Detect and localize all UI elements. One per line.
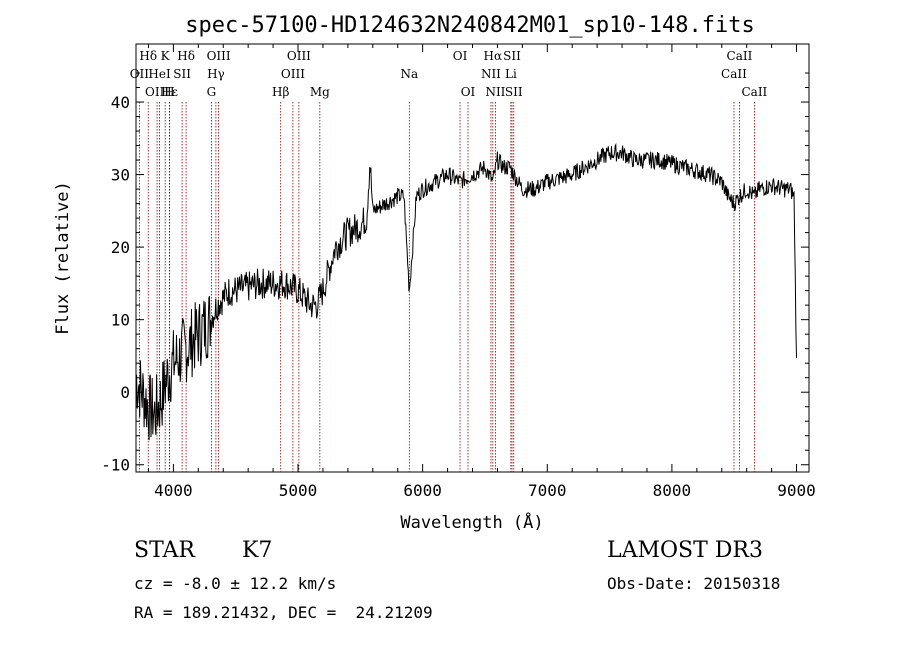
line-label: OIII [281,67,305,81]
line-label: OIII [145,85,169,99]
line-label: Li [505,67,517,81]
y-tick-label: 30 [111,166,130,185]
line-label: SII [505,85,523,99]
x-tick-label: 7000 [528,481,567,500]
plot-frame [135,43,810,473]
emission-line-labels: Hδ OII OIII HeI K Hε SII H Hδ OIII Hγ G Hβ OIII OIII Mg… [130,49,768,99]
y-tick-label: -10 [101,456,130,475]
y-axis-label: Flux (relative) [53,181,73,335]
x-axis-label: Wavelength (Å) [400,511,543,533]
line-label: Hγ [207,67,225,81]
spectrum-chart: spec-57100-HD124632N240842M01_sp10-148.f… [53,13,816,533]
line-label: OIII [207,49,231,63]
line-label: SII [503,49,521,63]
x-tick-label: 6000 [403,481,442,500]
line-label: Na [400,67,418,81]
line-label: CaII [721,67,747,81]
line-label: SII [173,67,191,81]
y-tick-label: 20 [111,238,130,257]
chart-title: spec-57100-HD124632N240842M01_sp10-148.f… [185,13,755,38]
line-label: CaII [741,85,767,99]
line-label: CaII [727,49,753,63]
y-tick-label: 0 [120,383,130,402]
redshift-cz: cz = -8.0 ± 12.2 km/s [134,574,337,593]
coordinates: RA = 189.21432, DEC = 24.21209 [134,603,433,622]
x-tick-label: 5000 [279,481,318,500]
line-label: Hα [484,49,503,63]
y-tick-label: 40 [111,93,130,112]
line-label: G [207,85,217,99]
line-label: Mg [310,85,330,99]
object-subclass: K7 [242,538,273,563]
spectrum-line [135,142,797,441]
line-label: OI [461,85,476,99]
line-label: K [161,49,171,63]
line-label: Hε [161,85,178,99]
line-label: Hβ [272,85,289,99]
line-label: NII [485,85,505,99]
line-label: OII [130,67,150,81]
line-label: OI [453,49,468,63]
line-label: H [164,85,174,99]
line-label: NII [481,67,501,81]
y-tick-label: 10 [111,311,130,330]
x-tick-label: 9000 [777,481,816,500]
x-tick-label: 4000 [154,481,193,500]
x-axis-ticks: 4000 5000 6000 7000 8000 9000 [147,44,816,500]
object-type: STAR [134,538,195,563]
line-label: Hδ [177,49,195,63]
line-label: Hδ [139,49,157,63]
line-label: HeI [148,67,171,81]
y-axis-ticks: -10 0 10 20 30 40 [101,72,809,475]
line-label: OIII [287,49,311,63]
survey-name: LAMOST DR3 [607,538,763,563]
observation-date: Obs-Date: 20150318 [607,574,781,593]
x-tick-label: 8000 [653,481,692,500]
emission-line-markers [138,102,755,472]
